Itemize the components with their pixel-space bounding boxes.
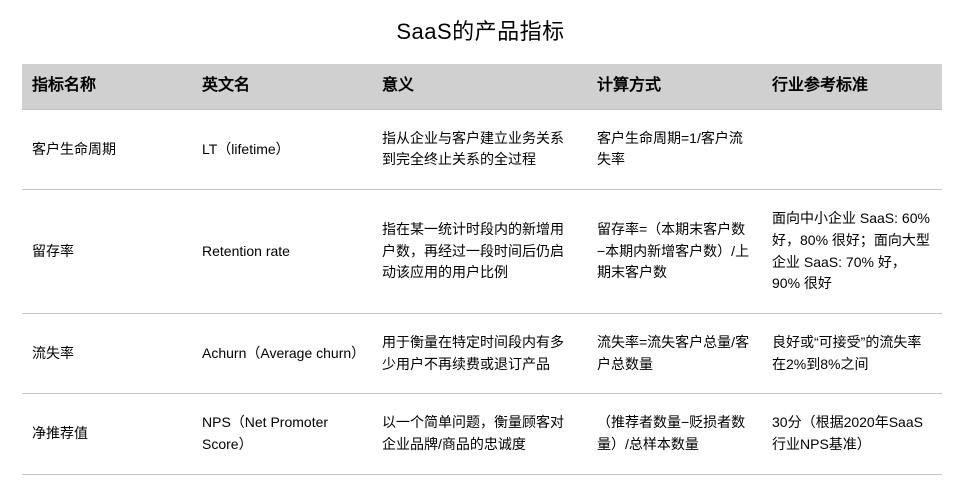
col-header-meaning: 意义: [372, 64, 587, 109]
cell-formula: 留存率=（本期末客户数−本期内新增客户数）/上期末客户数: [587, 190, 762, 314]
cell-formula: （推荐者数量−贬损者数量）/总样本数量: [587, 394, 762, 474]
table-row: 客户生命周期 LT（lifetime） 指从企业与客户建立业务关系到完全终止关系…: [22, 109, 942, 189]
cell-name-en: Achurn（Average churn）: [192, 313, 372, 393]
cell-name-cn: 净推荐值: [22, 394, 192, 474]
cell-formula: 客户生命周期=1/客户流失率: [587, 109, 762, 189]
cell-name-cn: 留存率: [22, 190, 192, 314]
table-row: 流失率 Achurn（Average churn） 用于衡量在特定时间段内有多少…: [22, 313, 942, 393]
cell-name-cn: 客户生命周期: [22, 109, 192, 189]
col-header-name-cn: 指标名称: [22, 64, 192, 109]
col-header-name-en: 英文名: [192, 64, 372, 109]
cell-name-en: LT（lifetime）: [192, 109, 372, 189]
cell-benchmark: 面向中小企业 SaaS: 60% 好，80% 很好；面向大型企业 SaaS: 7…: [762, 190, 942, 314]
cell-meaning: 指在某一统计时段内的新增用户数，再经过一段时间后仍启动该应用的用户比例: [372, 190, 587, 314]
cell-name-cn: 流失率: [22, 313, 192, 393]
cell-benchmark: [762, 109, 942, 189]
cell-meaning: 用于衡量在特定时间段内有多少用户不再续费或退订产品: [372, 313, 587, 393]
cell-benchmark: 良好或“可接受”的流失率在2%到8%之间: [762, 313, 942, 393]
cell-formula: 流失率=流失客户总量/客户总数量: [587, 313, 762, 393]
cell-name-en: NPS（Net Promoter Score）: [192, 394, 372, 474]
table-row: 净推荐值 NPS（Net Promoter Score） 以一个简单问题，衡量顾…: [22, 394, 942, 474]
cell-meaning: 以一个简单问题，衡量顾客对企业品牌/商品的忠诚度: [372, 394, 587, 474]
col-header-formula: 计算方式: [587, 64, 762, 109]
cell-benchmark: 30分（根据2020年SaaS行业NPS基准）: [762, 394, 942, 474]
cell-name-en: Retention rate: [192, 190, 372, 314]
metrics-table: 指标名称 英文名 意义 计算方式 行业参考标准 客户生命周期 LT（lifeti…: [22, 64, 942, 475]
page-title: SaaS的产品指标: [22, 14, 939, 46]
table-header-row: 指标名称 英文名 意义 计算方式 行业参考标准: [22, 64, 942, 109]
cell-meaning: 指从企业与客户建立业务关系到完全终止关系的全过程: [372, 109, 587, 189]
col-header-benchmark: 行业参考标准: [762, 64, 942, 109]
table-row: 留存率 Retention rate 指在某一统计时段内的新增用户数，再经过一段…: [22, 190, 942, 314]
